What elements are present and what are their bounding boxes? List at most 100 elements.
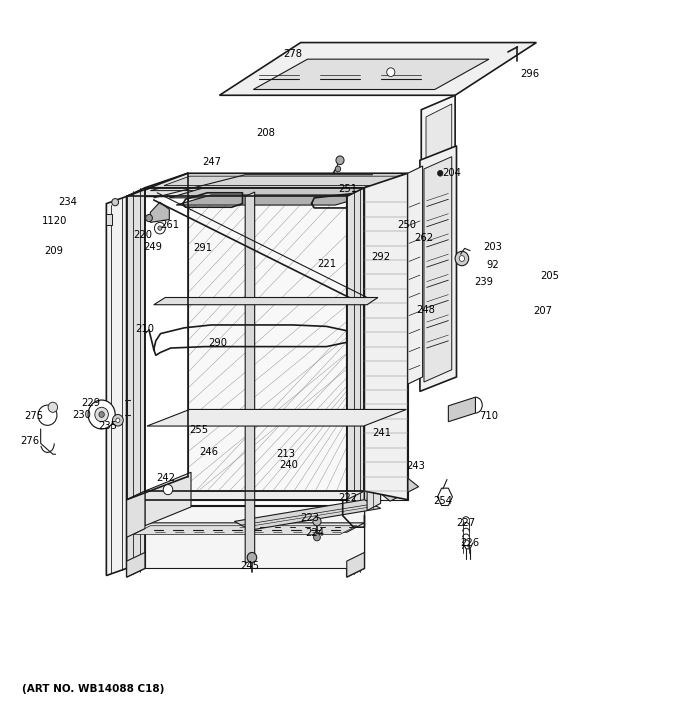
Polygon shape (169, 186, 386, 198)
Text: 275: 275 (24, 411, 44, 421)
Polygon shape (386, 178, 415, 195)
Text: 240: 240 (279, 460, 298, 470)
Text: 223: 223 (301, 513, 320, 523)
Polygon shape (420, 146, 456, 392)
Polygon shape (176, 195, 371, 205)
Polygon shape (145, 505, 364, 568)
Circle shape (38, 405, 57, 426)
Text: 251: 251 (339, 184, 358, 194)
Text: 207: 207 (534, 305, 553, 315)
Text: (ART NO. WB14088 C18): (ART NO. WB14088 C18) (22, 684, 164, 694)
Polygon shape (154, 297, 378, 304)
Text: 239: 239 (474, 277, 493, 286)
Text: 278: 278 (283, 49, 302, 59)
Circle shape (112, 199, 118, 206)
Polygon shape (347, 552, 364, 577)
Text: 250: 250 (397, 220, 416, 231)
Text: 203: 203 (483, 242, 503, 252)
Polygon shape (379, 478, 419, 501)
Text: 222: 222 (339, 493, 358, 503)
Text: 290: 290 (209, 338, 228, 348)
Polygon shape (126, 552, 145, 577)
Circle shape (48, 402, 58, 413)
Text: 291: 291 (194, 244, 213, 254)
Polygon shape (254, 59, 489, 89)
Polygon shape (145, 173, 408, 188)
Polygon shape (133, 526, 357, 534)
Text: 255: 255 (190, 425, 209, 435)
Polygon shape (145, 472, 191, 526)
Circle shape (154, 223, 165, 234)
Polygon shape (147, 410, 407, 426)
Polygon shape (188, 189, 408, 500)
Polygon shape (126, 175, 408, 196)
Polygon shape (424, 157, 452, 382)
Circle shape (99, 412, 104, 418)
Circle shape (158, 226, 162, 231)
Text: 227: 227 (456, 518, 475, 528)
Text: 292: 292 (371, 252, 390, 262)
Circle shape (387, 68, 395, 77)
Text: 241: 241 (373, 428, 392, 438)
Circle shape (248, 552, 257, 563)
Polygon shape (164, 176, 400, 186)
Polygon shape (126, 188, 145, 577)
Polygon shape (126, 491, 364, 500)
Polygon shape (347, 175, 422, 189)
Polygon shape (347, 188, 364, 577)
Text: 208: 208 (256, 128, 275, 138)
Text: 254: 254 (433, 496, 452, 506)
Circle shape (146, 215, 152, 222)
Text: 1120: 1120 (41, 216, 67, 226)
Text: 226: 226 (460, 538, 479, 548)
Text: 262: 262 (414, 233, 434, 243)
Polygon shape (422, 95, 455, 308)
Polygon shape (126, 505, 364, 513)
Text: 204: 204 (442, 167, 461, 178)
Circle shape (335, 166, 341, 172)
Polygon shape (220, 43, 537, 95)
Circle shape (313, 534, 320, 541)
Text: 247: 247 (202, 157, 221, 167)
Circle shape (455, 252, 469, 266)
Text: 296: 296 (520, 69, 539, 78)
Circle shape (459, 256, 464, 262)
Polygon shape (364, 173, 408, 500)
Text: 221: 221 (317, 259, 336, 268)
Text: 710: 710 (479, 411, 498, 421)
Circle shape (116, 418, 120, 423)
Text: 209: 209 (45, 247, 64, 256)
Text: 276: 276 (20, 436, 39, 445)
Text: 205: 205 (541, 271, 560, 281)
Circle shape (112, 415, 123, 426)
Circle shape (437, 170, 443, 176)
Text: 242: 242 (156, 473, 175, 483)
Polygon shape (126, 491, 145, 537)
Polygon shape (150, 181, 379, 191)
Circle shape (313, 517, 321, 526)
Text: 230: 230 (72, 410, 90, 420)
Polygon shape (235, 500, 381, 530)
Text: 229: 229 (81, 398, 101, 408)
Text: 245: 245 (240, 561, 259, 571)
Polygon shape (245, 192, 255, 563)
Text: 243: 243 (407, 461, 425, 471)
Text: 261: 261 (160, 220, 179, 231)
Polygon shape (408, 166, 423, 384)
Text: 248: 248 (416, 304, 435, 315)
Polygon shape (448, 397, 475, 422)
Text: 235: 235 (98, 421, 117, 431)
Text: 210: 210 (135, 323, 154, 334)
Polygon shape (126, 523, 364, 532)
Text: 246: 246 (199, 447, 218, 457)
Text: 220: 220 (133, 231, 152, 241)
Polygon shape (426, 104, 452, 303)
Circle shape (163, 484, 173, 494)
Polygon shape (106, 196, 126, 576)
Polygon shape (106, 214, 112, 225)
Text: 234: 234 (58, 197, 78, 207)
Polygon shape (367, 370, 381, 510)
Polygon shape (150, 202, 169, 223)
Text: 213: 213 (276, 450, 295, 459)
Circle shape (95, 407, 108, 422)
